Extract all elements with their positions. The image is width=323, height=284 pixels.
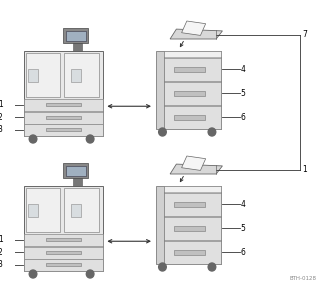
Bar xyxy=(71,69,81,82)
Text: 4: 4 xyxy=(241,65,245,74)
Bar xyxy=(46,103,81,106)
Bar xyxy=(46,263,81,266)
Bar xyxy=(174,67,205,72)
Bar xyxy=(25,112,102,124)
Polygon shape xyxy=(170,164,223,174)
Bar xyxy=(66,31,86,41)
Text: 6: 6 xyxy=(241,248,245,256)
Text: 2: 2 xyxy=(0,113,3,122)
Bar xyxy=(156,51,163,129)
Polygon shape xyxy=(182,21,206,36)
Bar xyxy=(163,241,221,264)
Bar xyxy=(163,106,221,129)
Text: 3: 3 xyxy=(0,260,3,269)
Circle shape xyxy=(29,135,37,143)
Text: 1: 1 xyxy=(0,235,3,244)
Circle shape xyxy=(208,128,216,136)
Bar xyxy=(25,186,102,271)
Bar xyxy=(174,91,205,96)
Bar xyxy=(66,166,86,176)
Text: 5: 5 xyxy=(241,89,245,98)
Text: 4: 4 xyxy=(241,200,245,209)
Bar xyxy=(26,188,60,231)
Bar xyxy=(46,116,81,118)
Text: 7: 7 xyxy=(302,30,307,39)
Text: BTH-0128: BTH-0128 xyxy=(290,276,317,281)
Circle shape xyxy=(86,270,94,278)
Text: 2: 2 xyxy=(0,248,3,257)
Bar xyxy=(25,124,102,136)
Circle shape xyxy=(208,263,216,271)
Bar xyxy=(163,82,221,105)
Bar xyxy=(64,53,99,97)
Bar xyxy=(25,99,102,111)
Bar xyxy=(163,51,221,129)
Bar xyxy=(46,251,81,254)
Bar xyxy=(73,41,82,51)
Circle shape xyxy=(86,135,94,143)
Bar xyxy=(163,58,221,81)
Bar xyxy=(163,186,221,264)
Text: 1: 1 xyxy=(0,100,3,109)
Bar xyxy=(46,128,81,131)
Polygon shape xyxy=(170,29,223,39)
Bar xyxy=(25,259,102,271)
Bar xyxy=(28,204,38,217)
Bar xyxy=(64,188,99,231)
Circle shape xyxy=(29,270,37,278)
Bar xyxy=(26,53,60,97)
Bar xyxy=(174,115,205,120)
Bar xyxy=(73,176,82,186)
Text: 1: 1 xyxy=(302,165,307,174)
Bar xyxy=(46,238,81,241)
Bar xyxy=(64,28,89,43)
Bar xyxy=(174,226,205,231)
Bar xyxy=(163,51,221,57)
Bar xyxy=(71,204,81,217)
Bar xyxy=(163,186,221,192)
Bar xyxy=(174,250,205,255)
Circle shape xyxy=(159,128,166,136)
Bar xyxy=(156,186,163,264)
Bar xyxy=(163,193,221,216)
Bar xyxy=(64,162,89,178)
Bar xyxy=(25,247,102,258)
Bar xyxy=(25,234,102,246)
Bar xyxy=(163,217,221,240)
Polygon shape xyxy=(182,156,206,170)
Bar xyxy=(25,51,102,136)
Text: 3: 3 xyxy=(0,125,3,134)
Circle shape xyxy=(159,263,166,271)
Bar xyxy=(28,69,38,82)
Text: 6: 6 xyxy=(241,112,245,122)
Text: 5: 5 xyxy=(241,224,245,233)
Bar xyxy=(174,202,205,207)
